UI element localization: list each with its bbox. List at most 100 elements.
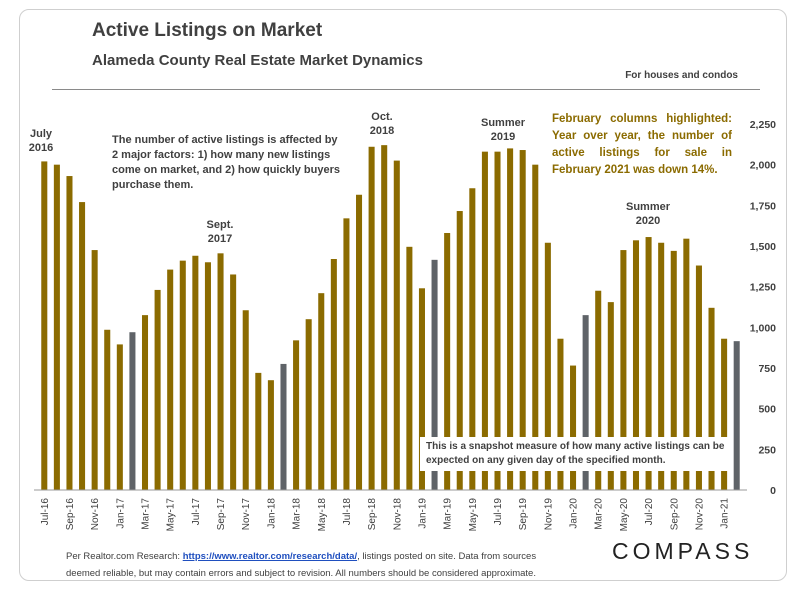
bar-jun-20 [632,240,640,490]
realtor-data-link[interactable]: https://www.realtor.com/research/data/ [182,551,358,562]
bar-jul-16 [41,161,48,490]
bar-sep-16 [66,176,73,491]
bar-jun-19 [481,151,488,490]
x-tick-label-mar-19: Mar-19 [443,498,454,530]
y-tick-label-250: 250 [758,444,776,456]
bar-may-20 [620,250,627,490]
bar-feb-18 [280,363,287,490]
annotation-oct-2018: Oct. 2018 [369,111,395,137]
x-tick-label-sep-17: Sep-17 [216,498,227,531]
x-tick-label-mar-20: Mar-20 [594,498,605,530]
bar-nov-18 [393,160,400,490]
february-highlight-note: February columns highlighted: Year over … [552,113,732,176]
bar-feb-21 [733,341,740,490]
bar-aug-18 [356,194,363,490]
bar-may-17 [167,269,174,490]
footer-suffix: , listings posted on site. Data from sou… [357,551,537,562]
bar-sep-17 [217,253,224,490]
bar-oct-16 [79,202,86,490]
bar-apr-17 [154,289,161,490]
bar-jun-18 [330,259,337,490]
x-tick-label-nov-20: Nov-20 [694,498,705,531]
bar-may-18 [318,293,325,490]
header-divider [52,89,760,90]
bar-mar-19 [444,232,451,491]
y-tick-label-2250: 2,250 [750,119,776,131]
bar-jan-21 [721,338,728,490]
bar-jun-17 [179,260,186,490]
bar-dec-18 [406,246,413,490]
x-tick-label-jul-19: Jul-19 [493,498,504,526]
x-tick-label-nov-18: Nov-18 [392,498,403,531]
bar-jul-20 [645,237,652,490]
y-tick-label-1500: 1,500 [750,241,776,253]
bar-apr-20 [607,302,614,490]
x-tick-label-jul-20: Jul-20 [644,498,655,526]
bar-jul-17 [192,255,199,490]
bar-nov-20 [695,265,702,490]
x-tick-label-may-19: May-19 [468,498,479,532]
bar-aug-19 [507,148,514,490]
bar-nov-16 [91,250,98,490]
annotation-summer-2020: Summer 2020 [625,201,671,227]
bar-oct-19 [532,164,539,491]
bar-apr-19 [456,211,463,490]
y-tick-label-1000: 1,000 [750,322,776,334]
x-tick-label-jan-18: Jan-18 [266,498,277,529]
x-tick-label-nov-17: Nov-17 [241,498,252,531]
bar-oct-20 [683,238,690,490]
bar-dec-17 [255,372,262,490]
bar-nov-17 [242,310,249,490]
bar-dec-20 [708,307,715,490]
bar-may-19 [469,188,476,490]
bar-mar-18 [293,340,300,490]
x-tick-label-jan-21: Jan-21 [720,498,731,529]
x-tick-label-jul-16: Jul-16 [40,498,51,526]
bar-aug-17 [204,262,211,490]
bar-aug-16 [53,164,60,491]
bar-feb-20 [582,315,589,490]
y-tick-label-1750: 1,750 [750,200,776,212]
x-tick-label-sep-19: Sep-19 [518,498,529,531]
bar-sep-18 [368,146,375,490]
bar-nov-19 [544,242,551,490]
chart-title: Active Listings on Market [92,20,323,41]
x-tick-label-jan-20: Jan-20 [569,498,580,529]
bar-mar-17 [141,315,149,490]
chart-subtitle: Alameda County Real Estate Market Dynami… [92,52,423,69]
x-tick-label-jan-17: Jan-17 [115,498,126,529]
bar-feb-17 [129,332,136,490]
x-tick-label-nov-16: Nov-16 [90,498,101,531]
bar-sep-20 [670,250,677,490]
bar-oct-18 [381,145,388,490]
bar-jan-20 [570,365,577,490]
y-tick-label-1250: 1,250 [750,282,776,294]
compass-logo: COMPASS [612,538,754,564]
annotation-july-2016: July 2016 [28,128,54,154]
bar-apr-18 [305,319,312,490]
bar-oct-17 [230,274,237,490]
x-tick-label-jul-18: Jul-18 [342,498,353,526]
bar-dec-16 [104,329,111,490]
bar-jan-18 [267,380,274,490]
source-footer: Per Realtor.com Research: https://www.re… [66,548,536,582]
x-tick-label-nov-19: Nov-19 [543,498,554,531]
bar-feb-19 [431,259,438,490]
bar-jul-18 [343,218,350,490]
x-tick-label-sep-16: Sep-16 [65,498,76,531]
snapshot-note: This is a snapshot measure of how many a… [420,437,732,471]
x-tick-label-sep-20: Sep-20 [669,498,680,531]
bar-sep-19 [519,150,526,490]
bar-mar-20 [595,290,602,490]
x-tick-label-jul-17: Jul-17 [191,498,202,526]
x-tick-label-may-17: May-17 [166,498,177,532]
footer-prefix: Per Realtor.com Research: [66,551,183,562]
x-tick-label-may-20: May-20 [619,498,630,532]
bar-jan-19 [418,288,425,490]
annotation-sept-2017: Sept. 2017 [206,219,234,245]
y-tick-label-750: 750 [758,363,776,375]
x-tick-label-sep-18: Sep-18 [367,498,378,531]
x-tick-label-mar-18: Mar-18 [292,498,303,530]
x-tick-label-mar-17: Mar-17 [141,498,152,530]
